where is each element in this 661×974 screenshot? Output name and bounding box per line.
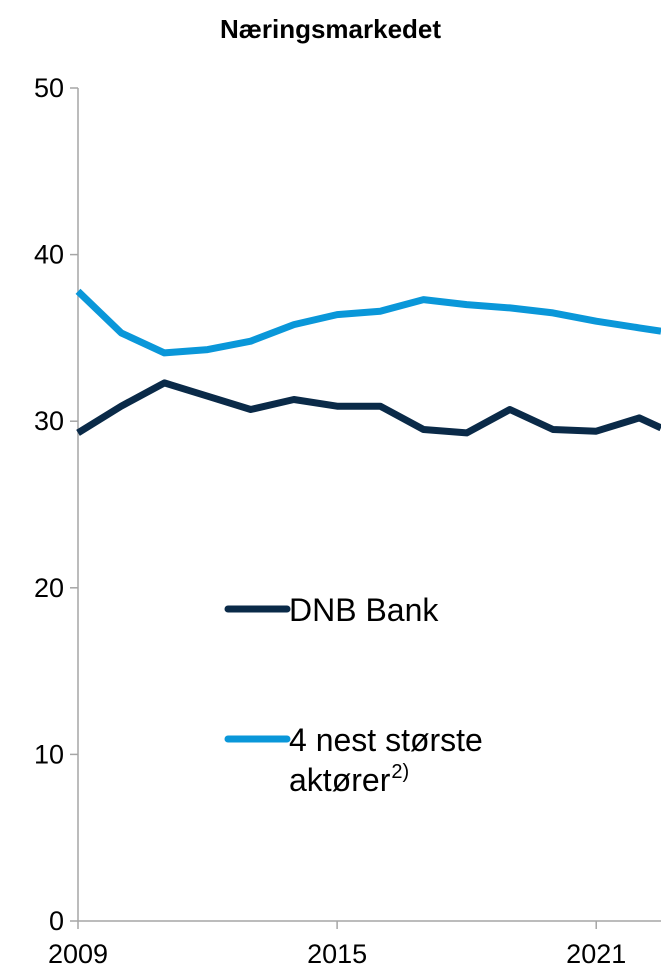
y-tick-label: 40 (34, 240, 64, 270)
y-tick-label: 50 (34, 73, 64, 103)
y-tick-label: 30 (34, 406, 64, 436)
series-line-0 (76, 379, 661, 437)
legend-label-peers-line2: aktører (289, 762, 391, 798)
y-tick-label: 0 (49, 906, 64, 936)
series-line-1 (75, 288, 661, 357)
legend-label-dnb: DNB Bank (289, 592, 439, 628)
x-tick-label: 2021 (566, 939, 626, 969)
legend: DNB Bank 4 nest største aktører 2) (224, 592, 483, 798)
x-tick-label: 2009 (48, 939, 108, 969)
legend-footnote-marker: 2) (391, 761, 409, 783)
legend-label-peers-line1: 4 nest største (289, 722, 483, 758)
y-tick-label: 10 (34, 739, 64, 769)
x-tick-label: 2015 (307, 939, 367, 969)
axes: 0 10 20 30 40 50 2009 2015 2021 (34, 73, 661, 969)
y-tick-label: 20 (34, 573, 64, 603)
chart-title: Næringsmarkedet (219, 14, 442, 44)
series-lines (75, 288, 661, 437)
